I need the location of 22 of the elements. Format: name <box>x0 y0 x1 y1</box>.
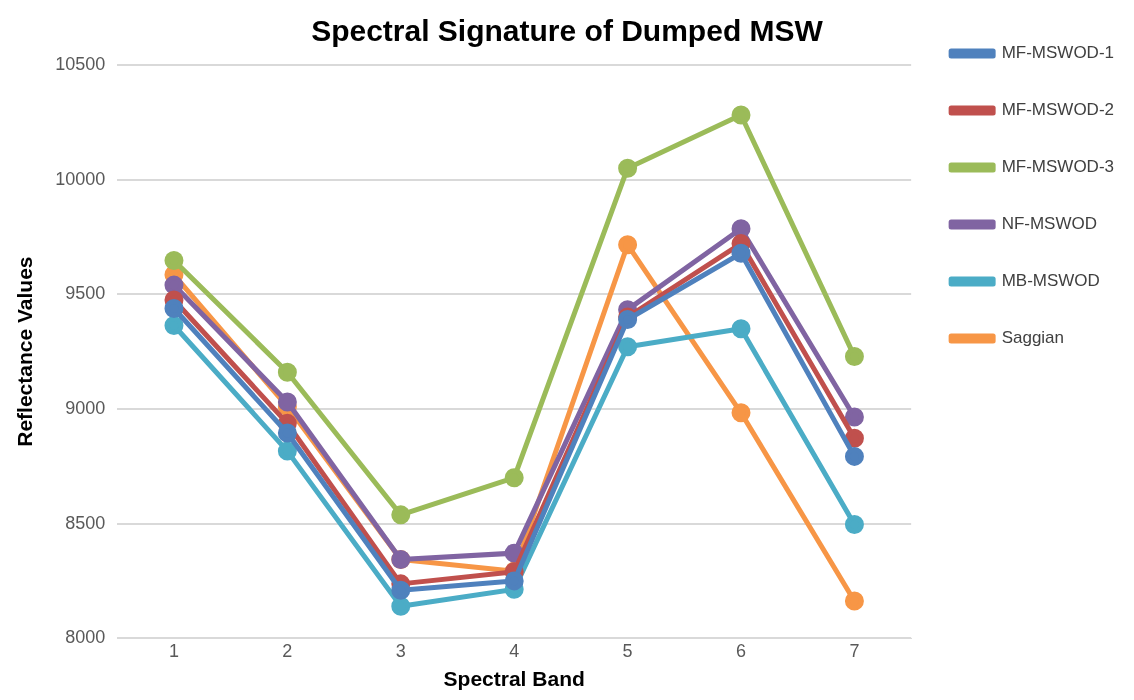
y-tick-label: 8500 <box>65 512 106 533</box>
chart-title: Spectral Signature of Dumped MSW <box>311 14 824 48</box>
y-tick-label: 9000 <box>65 397 106 418</box>
x-tick-label: 6 <box>736 640 747 661</box>
y-tick-label: 10500 <box>55 53 106 74</box>
y-tick-label: 8000 <box>65 627 106 648</box>
y-tick-label: 9500 <box>65 283 106 304</box>
legend-label: MB-MSWOD <box>1001 271 1100 291</box>
legend-label: NF-MSWOD <box>1001 214 1098 234</box>
legend-label: MF-MSWOD-1 <box>1001 43 1115 63</box>
x-axis-title: Spectral Band <box>443 667 585 691</box>
x-tick-label: 3 <box>395 640 406 661</box>
legend-label: Saggian <box>1001 328 1065 348</box>
x-tick-label: 1 <box>168 640 179 661</box>
y-axis-title: Reflectance Values <box>13 256 37 447</box>
x-tick-label: 4 <box>509 640 520 661</box>
x-tick-label: 5 <box>622 640 633 661</box>
y-tick-label: 10000 <box>55 168 106 189</box>
x-tick-label: 2 <box>282 640 293 661</box>
x-tick-label: 7 <box>849 640 860 661</box>
legend-label: MF-MSWOD-3 <box>1001 157 1115 177</box>
legend-label: MF-MSWOD-2 <box>1001 100 1115 120</box>
